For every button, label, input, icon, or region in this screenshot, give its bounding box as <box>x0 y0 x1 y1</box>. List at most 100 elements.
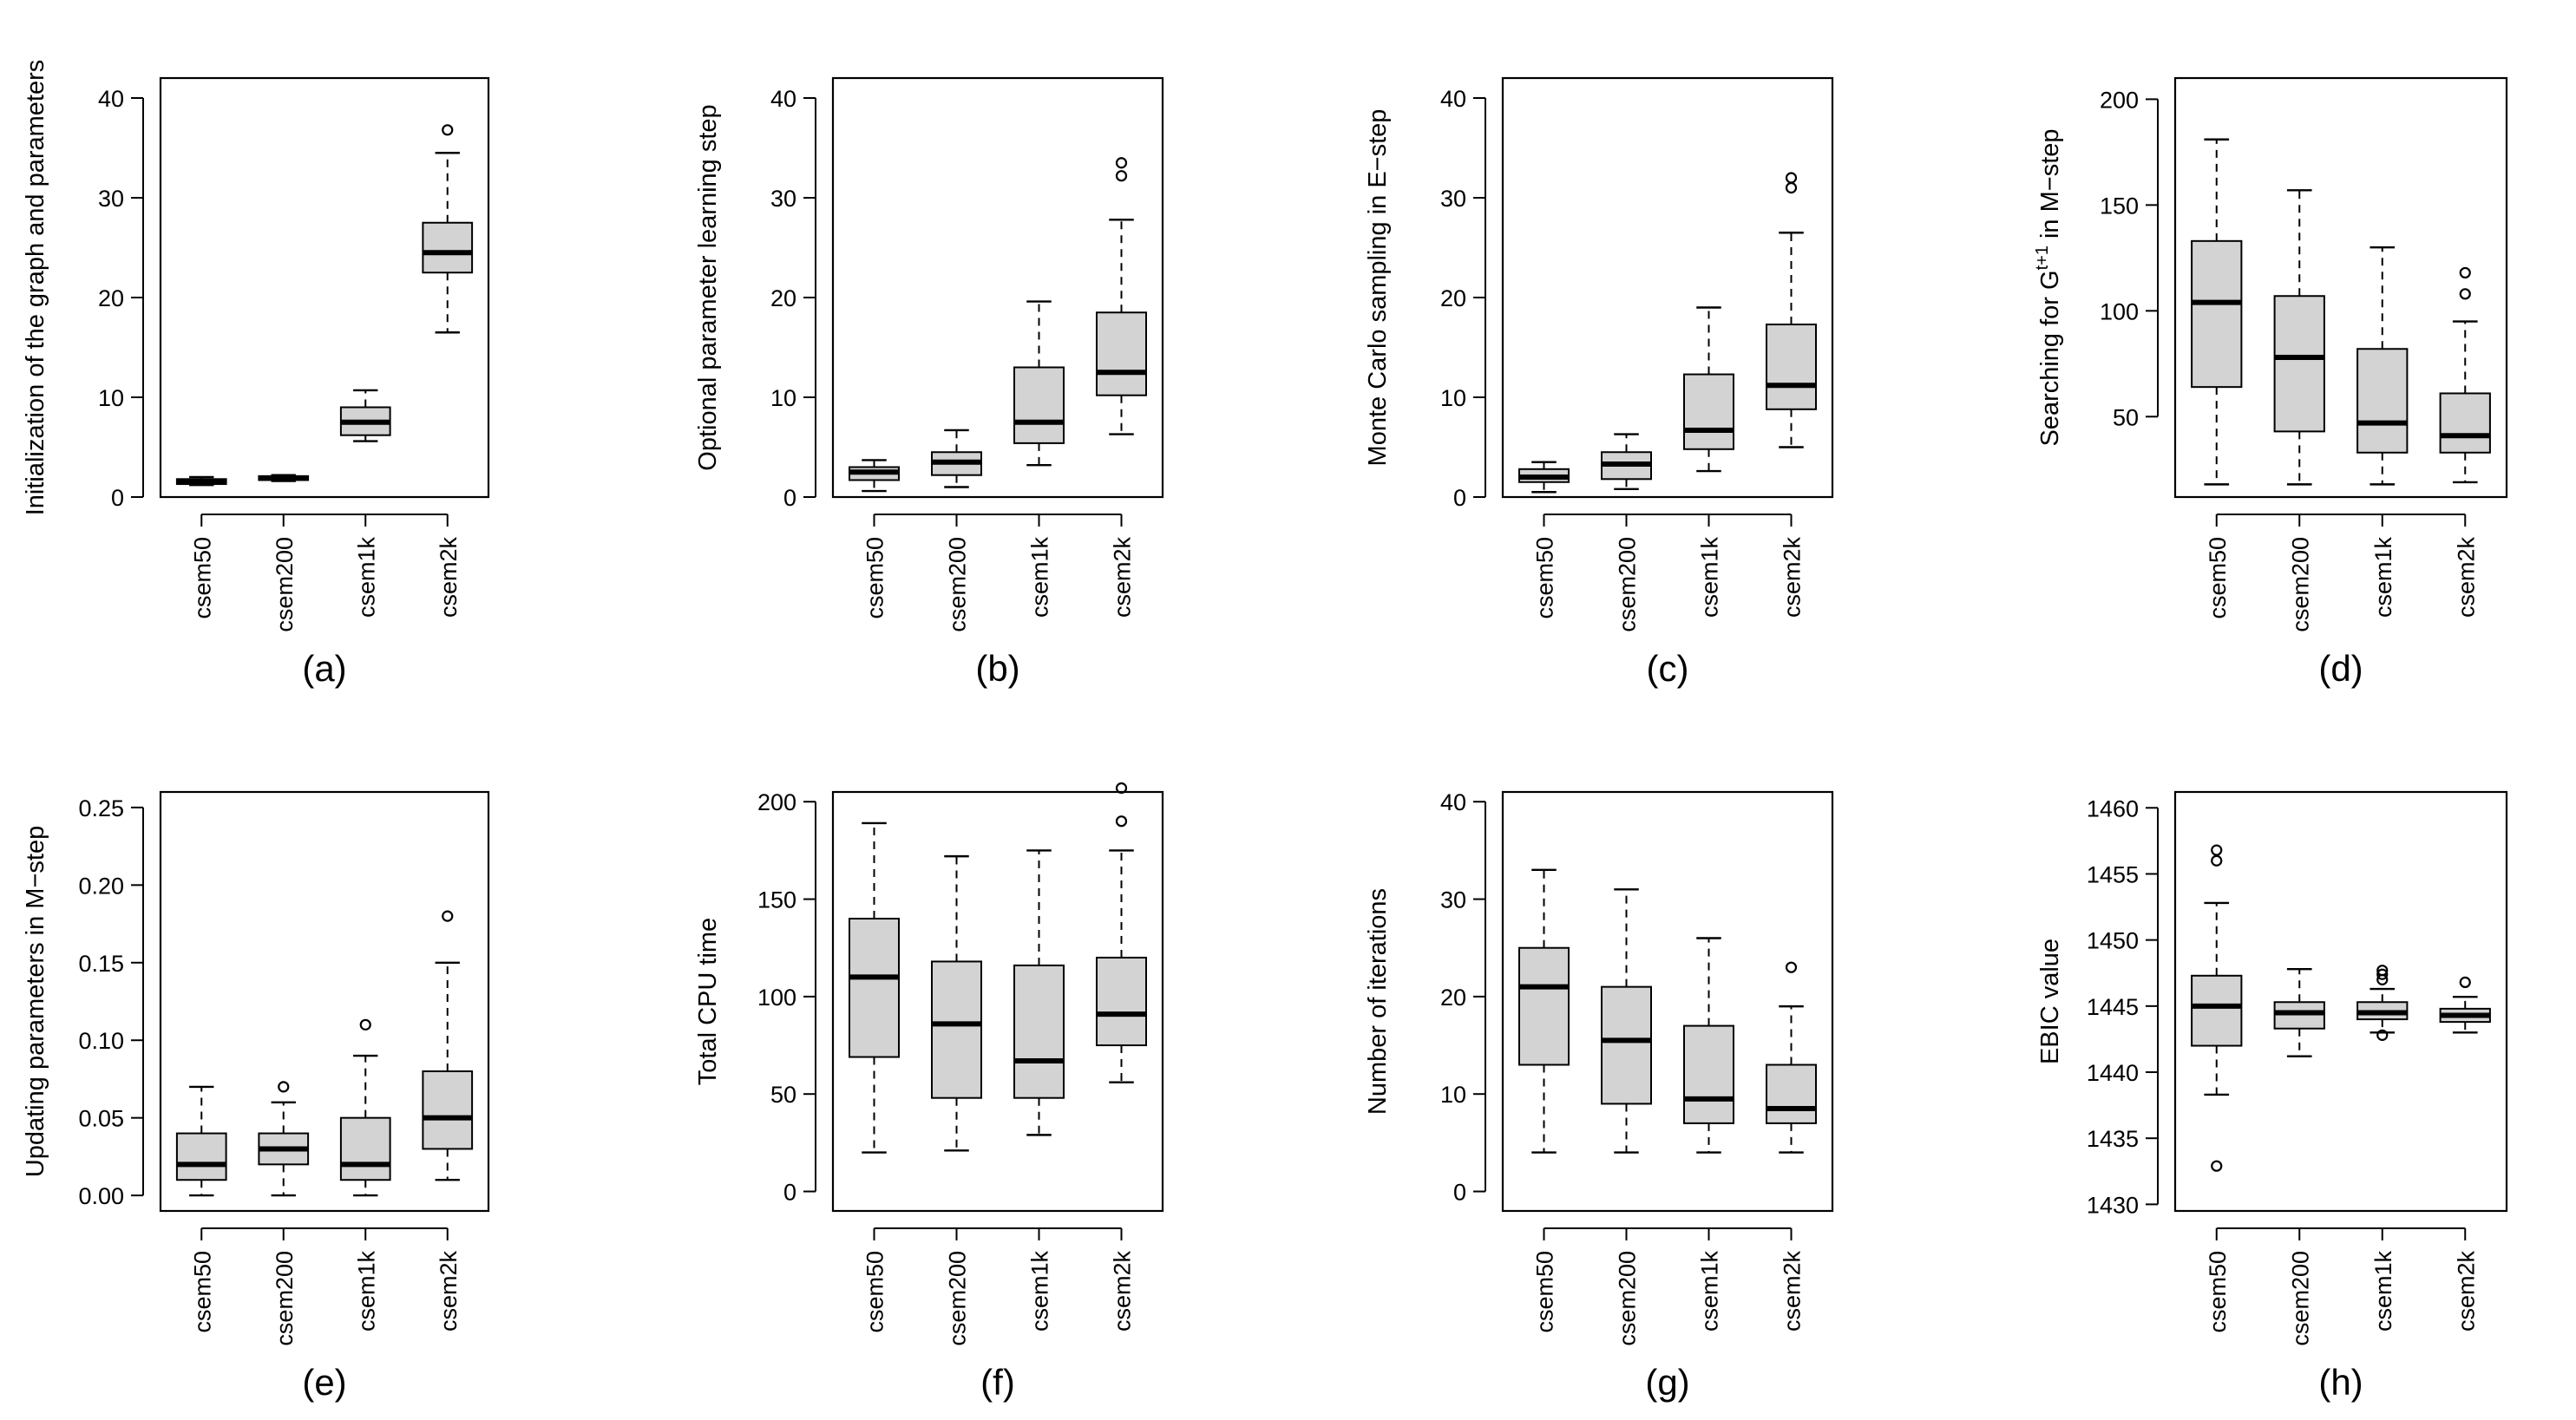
x-tick-label-csem2k: csem2k <box>1110 1251 1136 1332</box>
y-tick-label: 1450 <box>2087 928 2139 954</box>
outlier-point <box>2459 266 2471 279</box>
outlier-point <box>359 1018 371 1031</box>
outlier-point <box>2211 1160 2223 1172</box>
box-csem200 <box>1601 433 1652 490</box>
y-tick-label: 30 <box>1440 887 1466 913</box>
y-tick-label: 200 <box>2100 87 2139 113</box>
iqr-box <box>175 1132 227 1181</box>
outlier-point <box>1785 961 1798 973</box>
x-tick-label-csem1k: csem1k <box>1697 537 1723 618</box>
plot-frame <box>2173 790 2508 1213</box>
y-tick-label: 0 <box>1453 1180 1466 1206</box>
y-tick-label: 200 <box>757 789 796 815</box>
outlier-point <box>1115 815 1128 828</box>
outlier-point <box>1115 170 1128 182</box>
y-tick-label: 10 <box>98 385 124 411</box>
x-tick-label-csem2k: csem2k <box>1110 537 1136 618</box>
x-tick-label-csem200: csem200 <box>1615 1251 1641 1346</box>
panel-f: 0 50 100 150 200 csem50 csem200 csem1k csem2k Tot… <box>694 782 1164 1403</box>
x-tick-label-csem50: csem50 <box>189 537 215 619</box>
y-tick-label: 30 <box>98 186 124 212</box>
y-tick-label: 20 <box>1440 985 1466 1011</box>
box-csem2k <box>1096 782 1147 1083</box>
box-csem1k <box>1013 849 1065 1136</box>
box-csem200 <box>2273 189 2325 486</box>
x-tick-label-csem200: csem200 <box>1615 537 1641 632</box>
y-tick-label: 150 <box>757 887 796 913</box>
y-tick-label: 100 <box>2100 298 2139 324</box>
x-tick-label-csem50: csem50 <box>2205 537 2231 619</box>
box-csem2k <box>1766 961 1817 1154</box>
x-tick-label-csem200: csem200 <box>272 537 298 632</box>
y-tick-label: 0.20 <box>78 873 124 899</box>
x-tick-label-csem1k: csem1k <box>2370 1251 2396 1332</box>
y-tick-label: 20 <box>1440 285 1466 311</box>
y-tick-label: 0 <box>1453 485 1466 511</box>
y-tick-label: 0.00 <box>78 1183 124 1209</box>
y-tick-label: 30 <box>1440 186 1466 212</box>
box-csem50 <box>2191 138 2243 486</box>
box-csem200 <box>931 854 982 1152</box>
box-csem2k <box>2439 976 2491 1034</box>
outlier-point <box>2211 854 2223 867</box>
y-axis-title: EBIC value <box>2036 939 2064 1064</box>
x-tick-label-csem2k: csem2k <box>436 1251 462 1332</box>
panel-label: (e) <box>302 1362 346 1403</box>
outlier-point <box>1785 172 1798 184</box>
iqr-box <box>2191 974 2243 1047</box>
plot-frame <box>159 76 490 499</box>
y-tick-label: 1430 <box>2087 1192 2139 1218</box>
iqr-box <box>1766 1063 1817 1124</box>
outlier-point <box>442 124 454 136</box>
box-csem200 <box>258 474 310 482</box>
panel-c: 0 10 20 30 40 csem50 csem200 csem1k csem2k Monte … <box>1364 76 1834 689</box>
y-tick-label: 10 <box>770 385 796 411</box>
x-tick-label-csem2k: csem2k <box>2453 537 2479 618</box>
y-tick-label: 100 <box>757 985 796 1011</box>
iqr-box <box>1013 964 1065 1099</box>
x-tick-label-csem200: csem200 <box>945 1251 971 1346</box>
panel-a: 0 10 20 30 40 csem50 csem200 csem1k csem2k Initia… <box>22 60 490 689</box>
box-csem1k <box>1683 306 1734 473</box>
iqr-box <box>1683 1024 1734 1124</box>
panel-h: 1430 1435 1440 1445 1450 1455 1460 csem50 csem20… <box>2036 790 2508 1403</box>
panel-d: 50 100 150 200 csem50 csem200 csem1k csem2k Sear… <box>2033 76 2508 689</box>
plot-frame <box>831 76 1164 499</box>
y-tick-label: 10 <box>1440 1082 1466 1108</box>
x-tick-label-csem200: csem200 <box>2287 537 2313 632</box>
box-csem2k <box>2439 266 2491 484</box>
panel-label: (f) <box>980 1362 1015 1403</box>
iqr-box <box>1518 946 1570 1066</box>
panel-b: 0 10 20 30 40 csem50 csem200 csem1k csem2k Option… <box>694 76 1164 689</box>
iqr-box <box>1601 985 1652 1105</box>
plot-frame <box>1501 790 1834 1213</box>
y-axis-title: Total CPU time <box>694 918 722 1085</box>
y-tick-label: 30 <box>770 186 796 212</box>
x-tick-label-csem1k: csem1k <box>1027 1251 1053 1332</box>
y-tick-label: 40 <box>98 86 124 112</box>
outlier-point <box>2211 844 2223 856</box>
x-tick-label-csem50: csem50 <box>1532 537 1558 619</box>
iqr-box <box>1096 311 1147 396</box>
y-tick-label: 0.10 <box>78 1028 124 1054</box>
outlier-point <box>278 1081 290 1093</box>
panel-label: (a) <box>302 648 346 689</box>
box-csem1k <box>1013 300 1065 467</box>
y-tick-label: 40 <box>1440 86 1466 112</box>
outlier-point <box>1115 782 1128 795</box>
y-tick-label: 50 <box>2113 404 2139 430</box>
outlier-point <box>2459 288 2471 300</box>
y-tick-label: 0 <box>783 1180 796 1206</box>
y-axis-title: Optional parameter learning step <box>694 104 722 470</box>
y-tick-label: 1460 <box>2087 795 2139 821</box>
outlier-point <box>2459 976 2471 989</box>
y-axis-title: Number of iterations <box>1364 888 1392 1115</box>
y-tick-label: 150 <box>2100 193 2139 219</box>
outlier-point <box>2376 1029 2389 1041</box>
x-tick-label-csem50: csem50 <box>862 1251 888 1333</box>
box-csem50 <box>1518 868 1570 1154</box>
y-tick-label: 1445 <box>2087 994 2139 1020</box>
x-tick-label-csem200: csem200 <box>945 537 971 632</box>
box-csem200 <box>258 1081 310 1197</box>
